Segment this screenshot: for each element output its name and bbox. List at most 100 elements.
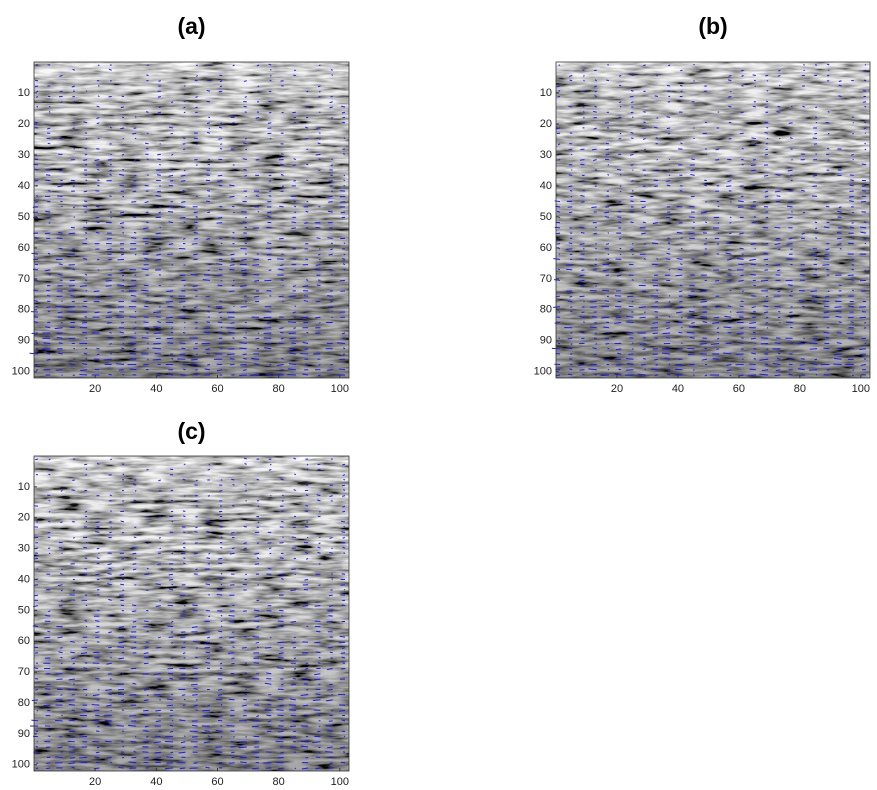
quiver-arrow (45, 210, 51, 213)
quiver-arrow (553, 279, 561, 281)
quiver-arrow (122, 473, 125, 476)
quiver-arrow (280, 578, 284, 580)
quiver-arrow (302, 342, 309, 344)
quiver-arrow (95, 531, 100, 533)
quiver-arrow (105, 285, 112, 287)
quiver-arrow (325, 751, 333, 753)
quiver-arrow (264, 682, 272, 685)
quiver-arrow (109, 343, 112, 345)
quiver-arrow (72, 206, 76, 209)
panel-title: (b) (698, 13, 727, 39)
quiver-arrow (108, 373, 112, 376)
quiver-arrow (306, 625, 309, 628)
quiver-arrow (121, 226, 125, 229)
quiver-arrow (800, 273, 805, 276)
quiver-arrow (318, 96, 321, 98)
y-tick-label: 20 (540, 118, 552, 130)
quiver-arrow (239, 347, 247, 350)
quiver-arrow (786, 205, 793, 208)
quiver-arrow (277, 730, 284, 733)
quiver-arrow (774, 374, 781, 377)
quiver-arrow (109, 169, 112, 172)
quiver-arrow (304, 578, 309, 581)
quiver-arrow (219, 80, 223, 83)
quiver-arrow (171, 552, 174, 555)
quiver-arrow (132, 610, 137, 612)
quiver-arrow (305, 210, 309, 213)
quiver-arrow (280, 163, 284, 166)
quiver-arrow (593, 127, 597, 130)
quiver-arrow (716, 327, 720, 330)
quiver-arrow (169, 126, 174, 129)
quiver-arrow (34, 201, 39, 203)
quiver-arrow (815, 373, 818, 376)
quiver-arrow (812, 174, 818, 177)
quiver-arrow (244, 96, 247, 98)
quiver-arrow (133, 159, 137, 161)
quiver-arrow (170, 180, 174, 182)
quiver-arrow (157, 96, 161, 98)
quiver-arrow (219, 525, 223, 528)
quiver-arrow (341, 531, 346, 533)
quiver-arrow (171, 620, 174, 623)
quiver-arrow (58, 247, 63, 250)
quiver-arrow (206, 657, 211, 660)
x-tick-label: 80 (273, 383, 285, 395)
y-tick-label: 100 (12, 366, 30, 378)
quiver-arrow (207, 189, 211, 192)
quiver-arrow (293, 158, 297, 161)
quiver-arrow (863, 121, 867, 124)
quiver-arrow (122, 168, 125, 171)
quiver-arrow (717, 205, 720, 208)
quiver-arrow (764, 131, 769, 134)
quiver-arrow (119, 331, 125, 334)
quiver-arrow (317, 499, 321, 502)
quiver-arrow (667, 132, 671, 135)
quiver-arrow (287, 368, 296, 371)
quiver-arrow (766, 348, 769, 351)
quiver-arrow (862, 101, 867, 103)
quiver-arrow (728, 121, 732, 124)
quiver-arrow (789, 137, 793, 140)
quiver-arrow (268, 63, 272, 66)
quiver-arrow (141, 337, 149, 339)
quiver-arrow (786, 243, 793, 245)
quiver-arrow (292, 526, 296, 529)
quiver-arrow (825, 248, 830, 251)
quiver-arrow (772, 363, 781, 365)
quiver-arrow (157, 688, 161, 691)
quiver-arrow (157, 636, 161, 639)
quiver-arrow (82, 331, 88, 334)
quiver-arrow (618, 84, 622, 87)
quiver-arrow (252, 264, 260, 266)
quiver-arrow (655, 300, 659, 303)
quiver-arrow (229, 264, 235, 266)
quiver-arrow (231, 205, 235, 208)
quiver-arrow (48, 510, 51, 513)
quiver-arrow (79, 735, 88, 738)
quiver-arrow (157, 111, 161, 114)
quiver-arrow (666, 327, 671, 330)
quiver-arrow (317, 142, 321, 145)
quiver-arrow (266, 253, 272, 256)
quiver-arrow (340, 652, 346, 654)
quiver-arrow (206, 122, 211, 125)
quiver-arrow (217, 216, 223, 219)
quiver-arrow (60, 521, 63, 524)
quiver-arrow (242, 353, 247, 356)
quiver-arrow (171, 153, 174, 156)
quiver-arrow (268, 111, 272, 114)
quiver-arrow (554, 200, 561, 203)
quiver-arrow (765, 316, 769, 319)
quiver-arrow (294, 205, 297, 208)
quiver-arrow (132, 132, 137, 135)
quiver-arrow (169, 677, 174, 680)
quiver-arrow (330, 274, 333, 276)
quiver-arrow (268, 269, 272, 272)
quiver-arrow (231, 237, 235, 239)
quiver-arrow (122, 745, 125, 748)
quiver-arrow (615, 348, 622, 351)
quiver-arrow (570, 306, 573, 308)
quiver-arrow (105, 688, 112, 691)
quiver-arrow (202, 279, 210, 281)
